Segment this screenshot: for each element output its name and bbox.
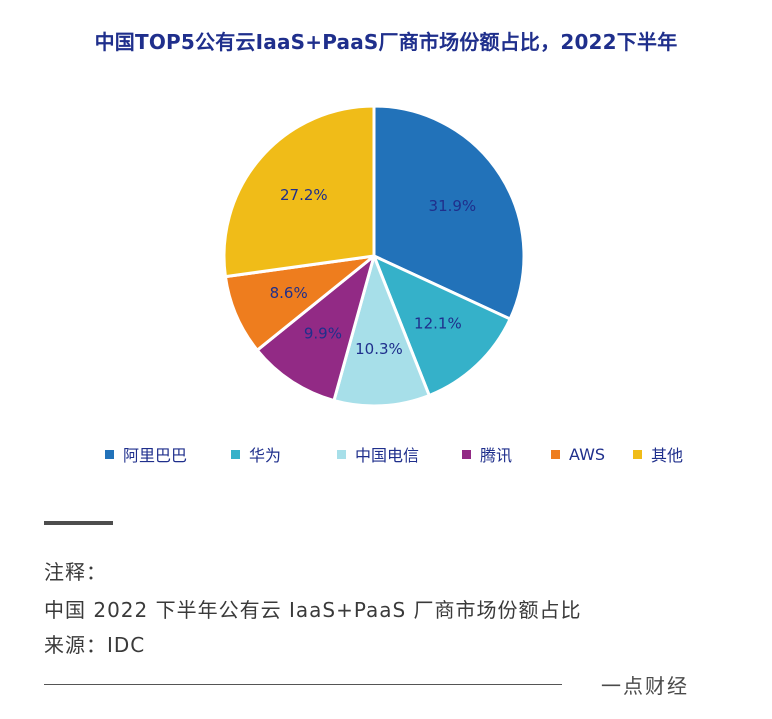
footer-divider [44,684,562,685]
legend-label: 阿里巴巴 [123,446,188,465]
pie-slice-2 [332,254,431,408]
pie-slice-5 [222,104,376,279]
legend-label: 腾讯 [480,446,513,465]
slice-data-label: 12.1% [414,315,462,333]
legend-item: 其他 [633,441,683,467]
legend-item: 华为 [231,441,281,467]
pie-slice-0 [372,104,526,321]
legend-swatch [231,449,240,459]
legend-label: 华为 [249,446,282,465]
notes-source: 来源：IDC [44,633,146,657]
pie-chart: 31.9% 12.1% 10.3% 9.9% 8.6% 27.2% [222,104,526,408]
legend-item: 中国电信 [337,441,419,467]
legend-label: 中国电信 [355,446,420,465]
slice-data-label: 9.9% [304,325,342,343]
legend-item: 阿里巴巴 [105,441,187,467]
slice-data-label: 31.9% [429,197,477,215]
legend-label: 其他 [651,446,684,465]
legend-swatch [105,449,114,459]
legend-swatch [462,449,471,459]
legend-label: AWS [569,444,606,464]
notes-description: 中国 2022 下半年公有云 IaaS+PaaS 厂商市场份额占比 [44,598,582,622]
legend-swatch [551,449,560,459]
chart-title: 中国TOP5公有云IaaS+PaaS厂商市场份额占比，2022下半年 [94,30,678,54]
section-divider [44,521,113,525]
brand-signature: 一点财经 [601,674,689,698]
slice-data-label: 8.6% [270,284,308,302]
notes-heading: 注释： [44,560,107,584]
slice-data-label: 27.2% [280,186,328,204]
legend-item: 腾讯 [462,441,512,467]
legend-item: AWS [551,441,605,467]
pie-slice-3 [255,254,376,403]
legend-swatch [633,449,642,459]
legend-swatch [337,449,346,459]
pie-slice-1 [372,254,512,397]
slice-data-label: 10.3% [355,340,403,358]
chart-legend: 阿里巴巴 华为 中国电信 腾讯 AWS 其他 [105,441,705,467]
